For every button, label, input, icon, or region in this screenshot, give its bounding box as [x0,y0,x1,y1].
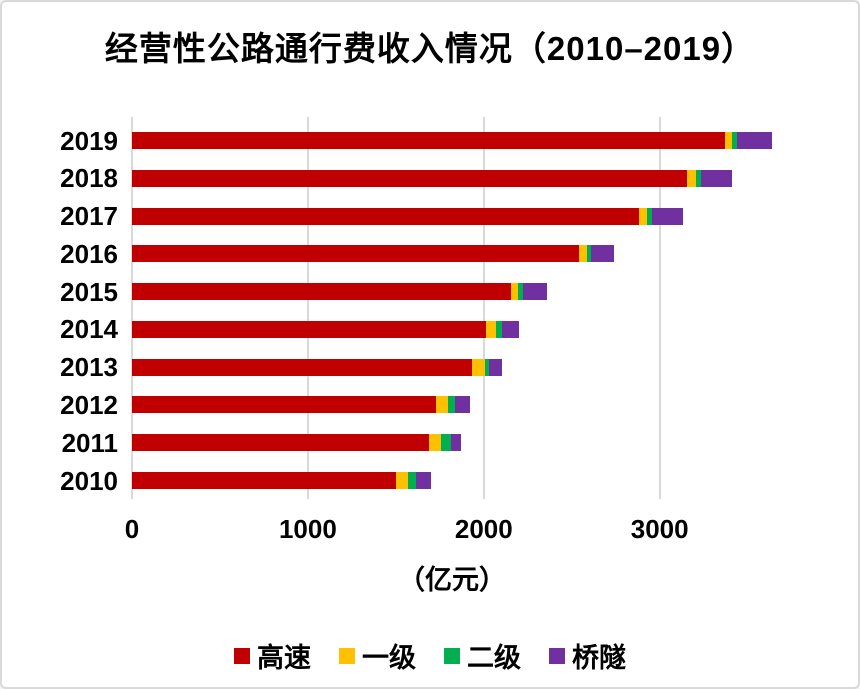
x-axis-unit-label: （亿元） [398,565,506,595]
bar-segment-二级 [407,472,417,490]
bar-segment-高速 [132,169,688,187]
bar-segment-高速 [132,245,580,263]
x-axis-tick-label: 2000 [454,514,513,544]
gridline [658,117,661,499]
bar-segment-高速 [132,132,725,149]
legend-item-桥隧: 桥隧 [549,636,626,675]
bar-segment-桥隧 [523,283,547,301]
bar-segment-二级 [586,245,592,263]
bar-segment-高速 [132,434,429,452]
bar-segment-二级 [496,320,503,338]
x-axis-tick-label: 0 [124,514,140,544]
legend-label: 二级 [467,643,521,673]
legend-item-二级: 二级 [444,636,521,675]
bar-segment-二级 [441,434,452,452]
x-axis-tick-label: 3000 [630,514,689,544]
bar-segment-桥隧 [454,396,471,414]
legend-label: 一级 [362,643,416,673]
bar-segment-桥隧 [700,169,732,187]
bar-segment-一级 [486,320,497,338]
legend-label: 高速 [257,643,311,673]
bar-segment-一级 [579,245,587,263]
gridline [131,117,133,499]
gridline [482,117,485,499]
y-axis-label: 2011 [61,427,118,458]
bar-segment-高速 [132,472,397,490]
bar-segment-二级 [518,283,524,301]
bar-segment-高速 [132,358,473,376]
bar-segment-高速 [132,283,511,301]
y-axis-label: 2017 [60,201,118,232]
legend: 高速 一级 二级 桥隧 [2,636,858,675]
bar-segment-一级 [687,169,696,187]
x-axis-tick-label: 1000 [278,514,337,544]
bar-segment-二级 [695,169,701,187]
legend-swatch-高速 [234,647,250,664]
legend-item-高速: 高速 [234,636,311,675]
bar-segment-一级 [472,358,485,376]
bar-segment-桥隧 [502,320,519,338]
y-axis-label: 2010 [60,465,118,496]
legend-swatch-二级 [444,647,460,664]
y-axis-label: 2013 [60,352,118,383]
bar-segment-一级 [428,434,442,452]
y-axis-label: 2014 [60,314,118,345]
bar-segment-桥隧 [737,132,772,149]
legend-swatch-桥隧 [549,647,565,664]
bar-segment-二级 [731,132,738,149]
chart-title: 经营性公路通行费收入情况（2010–2019） [104,30,756,67]
bar-segment-二级 [448,396,455,414]
bar-segment-一级 [436,396,449,414]
y-axis-label: 2018 [60,163,118,194]
y-axis-label: 2016 [60,238,118,269]
y-axis-label: 2012 [60,389,118,420]
bar-segment-桥隧 [416,472,432,490]
bar-segment-桥隧 [652,207,683,225]
bar-segment-高速 [132,320,487,338]
bar-segment-桥隧 [591,245,615,263]
y-axis-label: 2019 [60,125,118,156]
legend-label: 桥隧 [572,643,626,673]
legend-item-一级: 一级 [339,636,416,675]
bar-segment-一级 [510,283,519,301]
y-axis-label: 2015 [60,276,118,307]
bar-segment-高速 [132,207,640,225]
bar-segment-二级 [647,207,653,225]
gridline [306,117,309,499]
legend-swatch-一级 [339,647,355,664]
bar-segment-二级 [484,358,489,376]
bar-segment-高速 [132,396,437,414]
bar-segment-一级 [396,472,408,490]
bar-segment-一级 [724,132,732,149]
bar-segment-桥隧 [451,434,462,452]
bar-segment-一级 [639,207,648,225]
bar-segment-桥隧 [488,358,503,376]
